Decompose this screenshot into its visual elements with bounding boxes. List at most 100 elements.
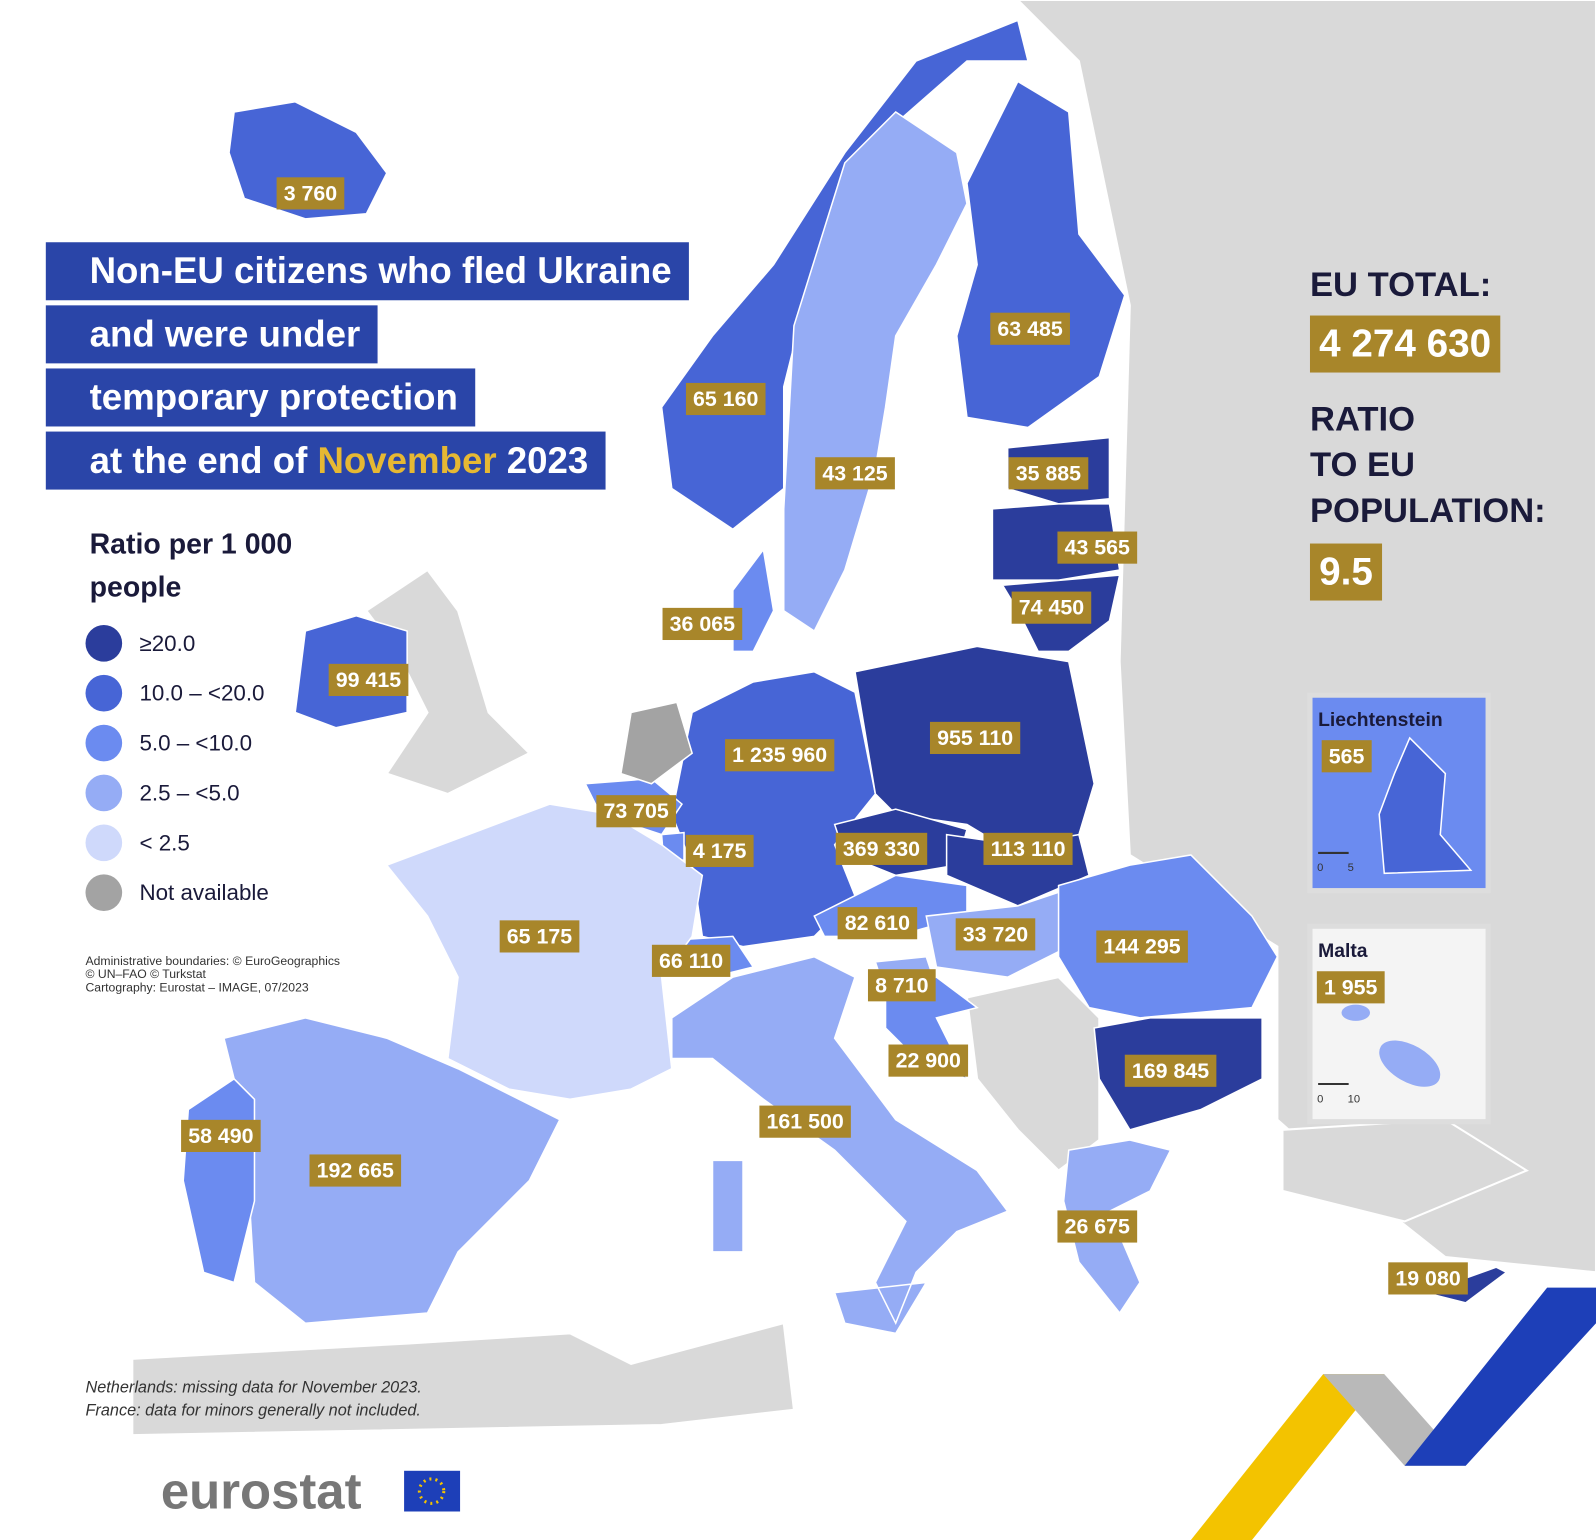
legend-label: < 2.5	[139, 830, 189, 855]
title-line: at the end of November 2023	[90, 440, 589, 481]
country	[228, 100, 388, 220]
legend-label: 5.0 – <10.0	[139, 731, 252, 756]
title-part: November	[317, 440, 496, 481]
value-label: 369 330	[843, 837, 920, 861]
inset-name: Liechtenstein	[1318, 710, 1443, 731]
inset: Malta 1 955 0 10	[1307, 923, 1491, 1125]
country	[620, 701, 694, 785]
land	[364, 568, 532, 796]
value-label: 113 110	[991, 837, 1066, 861]
value-label: 58 490	[188, 1124, 253, 1148]
scale-label: 5	[1348, 862, 1354, 874]
inset-country	[1379, 1040, 1441, 1087]
legend-title: people	[90, 571, 182, 603]
eu-flag	[404, 1470, 461, 1512]
title: Non-EU citizens who fled Ukraine and were…	[45, 242, 689, 490]
value-box	[1057, 1210, 1138, 1243]
value-box	[1388, 1262, 1468, 1295]
value-box	[1124, 1054, 1217, 1087]
title-line: Non-EU citizens who fled Ukraine	[90, 250, 672, 291]
country	[671, 955, 1009, 1335]
summary-value: 9.5	[1319, 551, 1373, 594]
value-label: 73 705	[603, 799, 668, 823]
value-box	[929, 721, 1021, 755]
value-box	[867, 969, 936, 1002]
note: France: data for minors generally not in…	[86, 1402, 421, 1420]
value-label: 4 175	[693, 839, 747, 863]
value-label: 8 710	[875, 973, 928, 997]
value-box	[1008, 457, 1089, 490]
logo: eurostat	[161, 1462, 362, 1519]
value-box	[835, 832, 928, 865]
value-label: 192 665	[317, 1159, 394, 1183]
value-box	[1096, 930, 1188, 963]
legend-swatch	[85, 624, 123, 662]
inset-name: Malta	[1318, 941, 1368, 962]
value-box	[685, 382, 766, 416]
title-box	[45, 242, 689, 301]
value-box	[662, 607, 743, 641]
value-label: 955 110	[937, 726, 1013, 750]
value-label: 35 885	[1016, 461, 1081, 485]
value-label: 169 845	[1132, 1059, 1209, 1083]
value-label: 74 450	[1019, 596, 1084, 620]
title-line: temporary protection	[90, 376, 458, 417]
value-box	[685, 834, 754, 867]
legend-label: 10.0 – <20.0	[139, 681, 264, 706]
value-box	[1057, 531, 1138, 564]
value-label: 161 500	[767, 1110, 844, 1134]
value-label: 144 295	[1103, 935, 1180, 959]
value-box	[1316, 971, 1385, 1004]
inset-frame	[1307, 923, 1491, 1125]
country	[732, 547, 775, 653]
credit: Administrative boundaries: © EuroGeograp…	[86, 954, 341, 968]
note: Netherlands: missing data for November 2…	[86, 1378, 422, 1396]
credit: © UN–FAO © Turkstat	[86, 967, 207, 981]
legend-swatch	[85, 824, 123, 862]
legend-swatch	[85, 774, 123, 812]
value-label: 3 760	[284, 181, 337, 205]
legend-swatch	[85, 674, 123, 712]
summary-text: TO EU	[1310, 446, 1415, 484]
value-label: 65 160	[693, 387, 758, 411]
value-box	[815, 457, 895, 490]
summary-text: RATIO	[1310, 400, 1415, 438]
legend-label: 2.5 – <5.0	[139, 780, 239, 805]
value-label: 66 110	[659, 949, 723, 973]
title-box	[45, 368, 476, 427]
value-box	[596, 795, 677, 828]
summary-text: EU TOTAL:	[1310, 266, 1491, 304]
scale-label: 10	[1348, 1093, 1360, 1105]
value-label: 43 125	[822, 461, 887, 485]
summary-value: 4 274 630	[1319, 323, 1491, 366]
scale-label: 0	[1317, 1093, 1323, 1105]
value-label: 19 080	[1395, 1266, 1460, 1290]
inset-country	[1341, 1004, 1371, 1021]
summary-box	[1309, 543, 1383, 601]
value-box	[181, 1119, 261, 1152]
value-box	[499, 920, 580, 953]
decoration	[404, 1287, 1596, 1540]
value-label: 1 955	[1324, 975, 1378, 999]
value-label: 65 175	[507, 924, 572, 948]
summary-text: POPULATION:	[1310, 492, 1546, 530]
inset: Liechtenstein 565 0 5	[1307, 692, 1491, 894]
value-label: 26 675	[1065, 1215, 1130, 1239]
labels: 3 760 65 160 43 125 63 485 35 885 43 565 74 45…	[181, 177, 1468, 1295]
value-box	[725, 739, 835, 772]
country	[782, 110, 968, 633]
land	[131, 1321, 796, 1437]
eu-stars	[417, 1477, 446, 1505]
value-box	[328, 663, 409, 696]
value-label: 565	[1329, 744, 1365, 768]
value-box	[309, 1154, 402, 1187]
value-label: 82 610	[845, 911, 910, 935]
value-label: 33 720	[963, 922, 1028, 946]
title-box	[45, 431, 606, 490]
value-box	[276, 177, 345, 210]
value-box	[1321, 740, 1372, 773]
title-line: and were under	[90, 313, 361, 354]
title-box	[45, 305, 378, 364]
legend-swatch	[85, 874, 123, 911]
